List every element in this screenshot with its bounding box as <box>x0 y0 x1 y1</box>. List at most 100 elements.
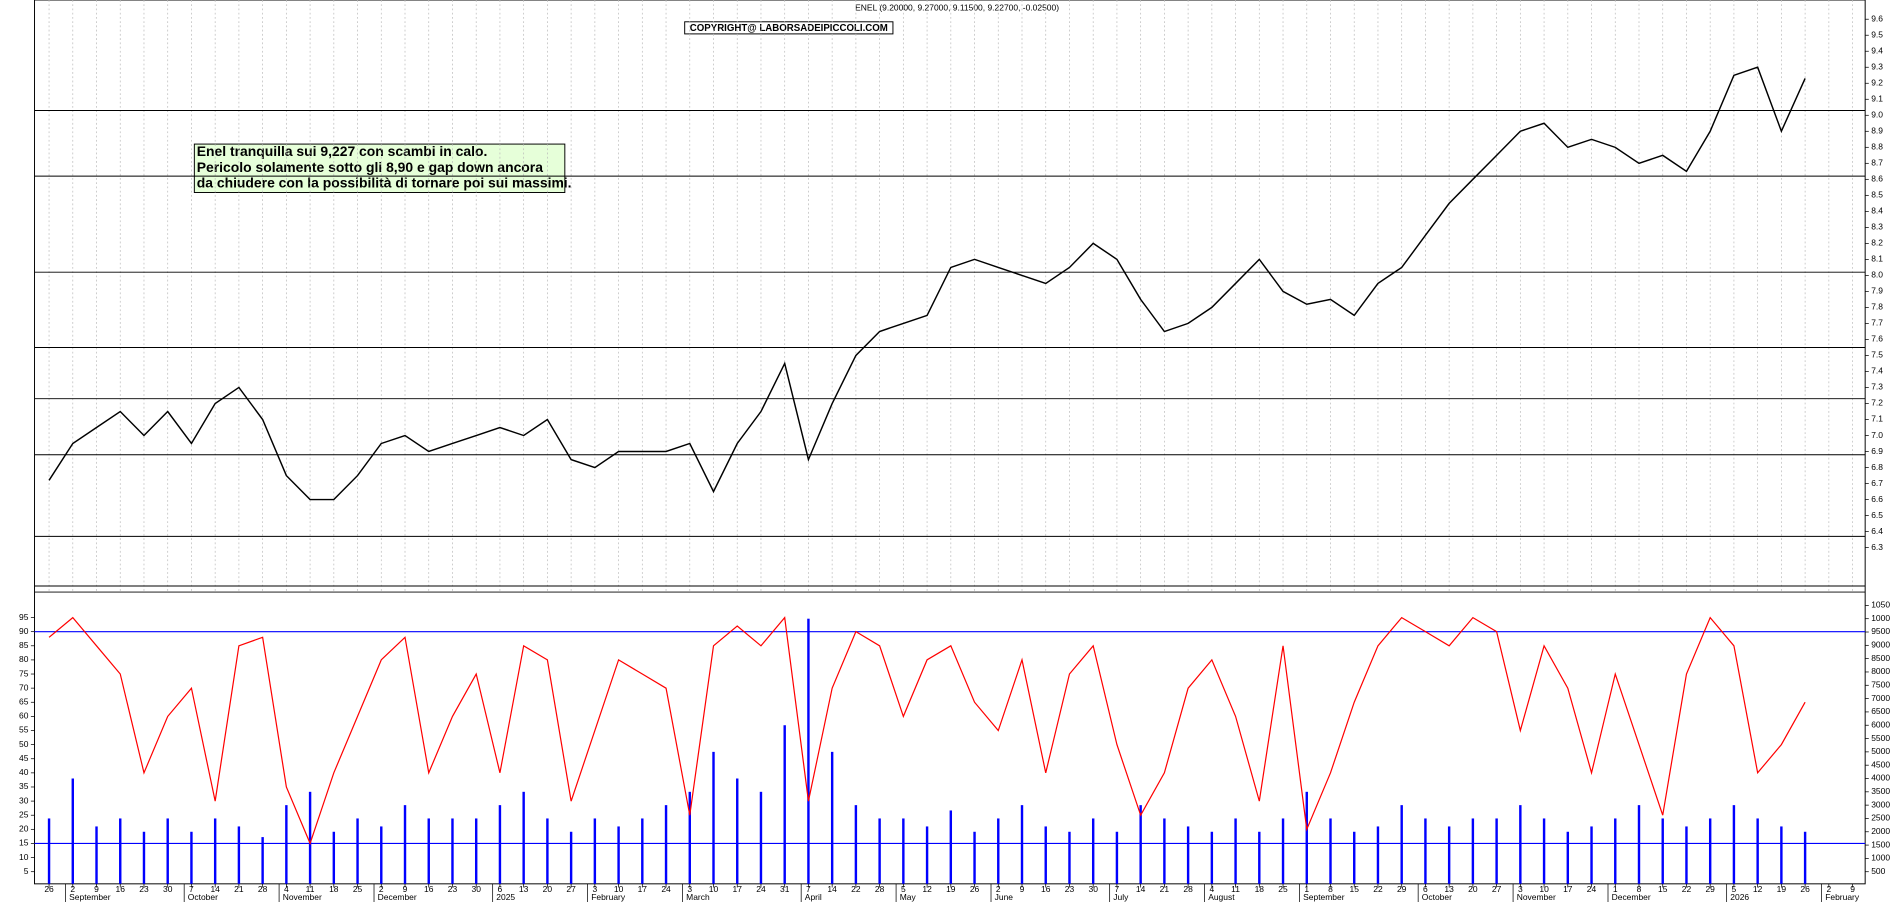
x-tick-label: 17 <box>638 884 648 894</box>
y2-tick-label: 2500 <box>1871 813 1890 823</box>
volume-bar <box>1091 818 1095 884</box>
volume-bar <box>546 818 549 884</box>
volume-bar <box>1614 818 1617 884</box>
y2-tick-label: 9500 <box>1871 626 1890 636</box>
x-tick-label: 24 <box>756 884 766 894</box>
volume-bar <box>332 831 336 884</box>
x-tick-label: 11 <box>306 884 315 894</box>
volume-bar <box>1068 831 1071 884</box>
y2-tick-label: 4000 <box>1871 773 1890 783</box>
month-label: November <box>1517 892 1556 902</box>
volume-bar <box>1447 826 1451 884</box>
volume-bar <box>1234 818 1237 884</box>
x-tick-label: 2 <box>70 884 75 894</box>
y2-tick-label: 1500 <box>1871 839 1890 849</box>
x-tick-label: 16 <box>116 884 126 894</box>
x-tick-label: 17 <box>733 884 743 894</box>
volume-bar <box>641 818 644 884</box>
y-tick-label: 5 <box>24 866 29 876</box>
y-tick-label: 45 <box>19 753 29 763</box>
x-tick-label: 1 <box>1613 884 1618 894</box>
volume-bar <box>1163 818 1166 884</box>
x-tick-label: 22 <box>1682 884 1692 894</box>
x-tick-label: 3 <box>592 884 597 894</box>
y-tick-label: 7.8 <box>1871 302 1883 312</box>
volume-bar <box>688 791 691 884</box>
y-tick-label: 7.3 <box>1871 382 1883 392</box>
y-tick-label: 15 <box>19 838 29 848</box>
x-tick-label: 5 <box>901 884 906 894</box>
y-tick-label: 9.2 <box>1871 77 1883 87</box>
y2-tick-label: 2000 <box>1871 826 1890 836</box>
x-tick-label: 28 <box>258 884 268 894</box>
x-tick-label: 23 <box>448 884 458 894</box>
y-tick-label: 7.2 <box>1871 398 1883 408</box>
x-tick-label: 20 <box>1468 884 1478 894</box>
month-label: October <box>188 892 218 902</box>
volume-bar <box>213 818 217 884</box>
y-tick-label: 9.0 <box>1871 110 1883 120</box>
y-tick-label: 9.5 <box>1871 29 1883 39</box>
y-tick-label: 6.3 <box>1871 542 1883 552</box>
y2-tick-label: 10500 <box>1871 600 1890 610</box>
volume-bar <box>1495 818 1498 884</box>
volume-bar <box>71 778 74 884</box>
x-tick-label: 25 <box>353 884 363 894</box>
volume-bar <box>427 818 430 884</box>
x-tick-label: 2 <box>996 884 1001 894</box>
volume-bar <box>119 818 122 884</box>
y-tick-label: 9.4 <box>1871 45 1883 55</box>
volume-bar <box>1186 826 1190 884</box>
x-tick-label: 22 <box>851 884 861 894</box>
y-tick-label: 70 <box>19 682 29 692</box>
x-tick-label: 31 <box>780 884 790 894</box>
volume-bar <box>1400 805 1403 884</box>
x-tick-label: 3 <box>687 884 692 894</box>
x-tick-label: 26 <box>1800 884 1810 894</box>
y2-tick-label: 6000 <box>1871 719 1890 729</box>
volume-bar <box>166 818 169 884</box>
annotation: Enel tranquilla sui 9,227 con scambi in … <box>197 143 488 159</box>
oscillator-line <box>48 616 1806 846</box>
x-tick-label: 15 <box>1658 884 1668 894</box>
chart-title: ENEL (9.20000, 9.27000, 9.11500, 9.22700… <box>855 3 1059 13</box>
x-tick-label: 30 <box>1088 884 1098 894</box>
volume-bar <box>712 751 715 884</box>
annotation: Pericolo solamente sotto gli 8,90 e gap … <box>197 159 543 175</box>
volume-bar <box>759 791 763 884</box>
volume-bar <box>617 826 620 884</box>
x-tick-label: 9 <box>403 884 408 894</box>
x-tick-label: 4 <box>284 884 289 894</box>
x-tick-label: 9 <box>94 884 99 894</box>
y2-tick-label: 8000 <box>1871 666 1890 676</box>
x-tick-label: 19 <box>946 884 956 894</box>
x-tick-label: 10 <box>709 884 719 894</box>
x-tick-label: 16 <box>1041 884 1051 894</box>
volume-bar <box>902 818 905 884</box>
x-tick-label: 27 <box>1492 884 1502 894</box>
x-tick-label: 28 <box>875 884 885 894</box>
volume-bar <box>1803 831 1807 884</box>
y-tick-label: 25 <box>19 809 29 819</box>
x-tick-label: 29 <box>1705 884 1715 894</box>
x-tick-label: 18 <box>329 884 339 894</box>
price-line <box>48 66 1806 501</box>
y-tick-label: 9.1 <box>1871 94 1883 104</box>
x-tick-label: 30 <box>163 884 173 894</box>
x-tick-label: 29 <box>1397 884 1407 894</box>
month-label: December <box>1612 892 1651 902</box>
volume-bar <box>878 818 881 884</box>
volume-bar <box>95 826 98 884</box>
y-tick-label: 6.9 <box>1871 446 1883 456</box>
volume-bar <box>1258 831 1261 884</box>
x-tick-label: 8 <box>1637 884 1642 894</box>
y-tick-label: 6.7 <box>1871 478 1883 488</box>
x-tick-label: 14 <box>1136 884 1146 894</box>
x-tick-label: 4 <box>1209 884 1214 894</box>
x-tick-label: 21 <box>1160 884 1170 894</box>
y-tick-label: 8.8 <box>1871 142 1883 152</box>
volume-bar <box>237 826 241 884</box>
y-tick-label: 75 <box>19 668 29 678</box>
volume-bar <box>1139 805 1142 884</box>
volume-bar <box>1281 818 1285 884</box>
